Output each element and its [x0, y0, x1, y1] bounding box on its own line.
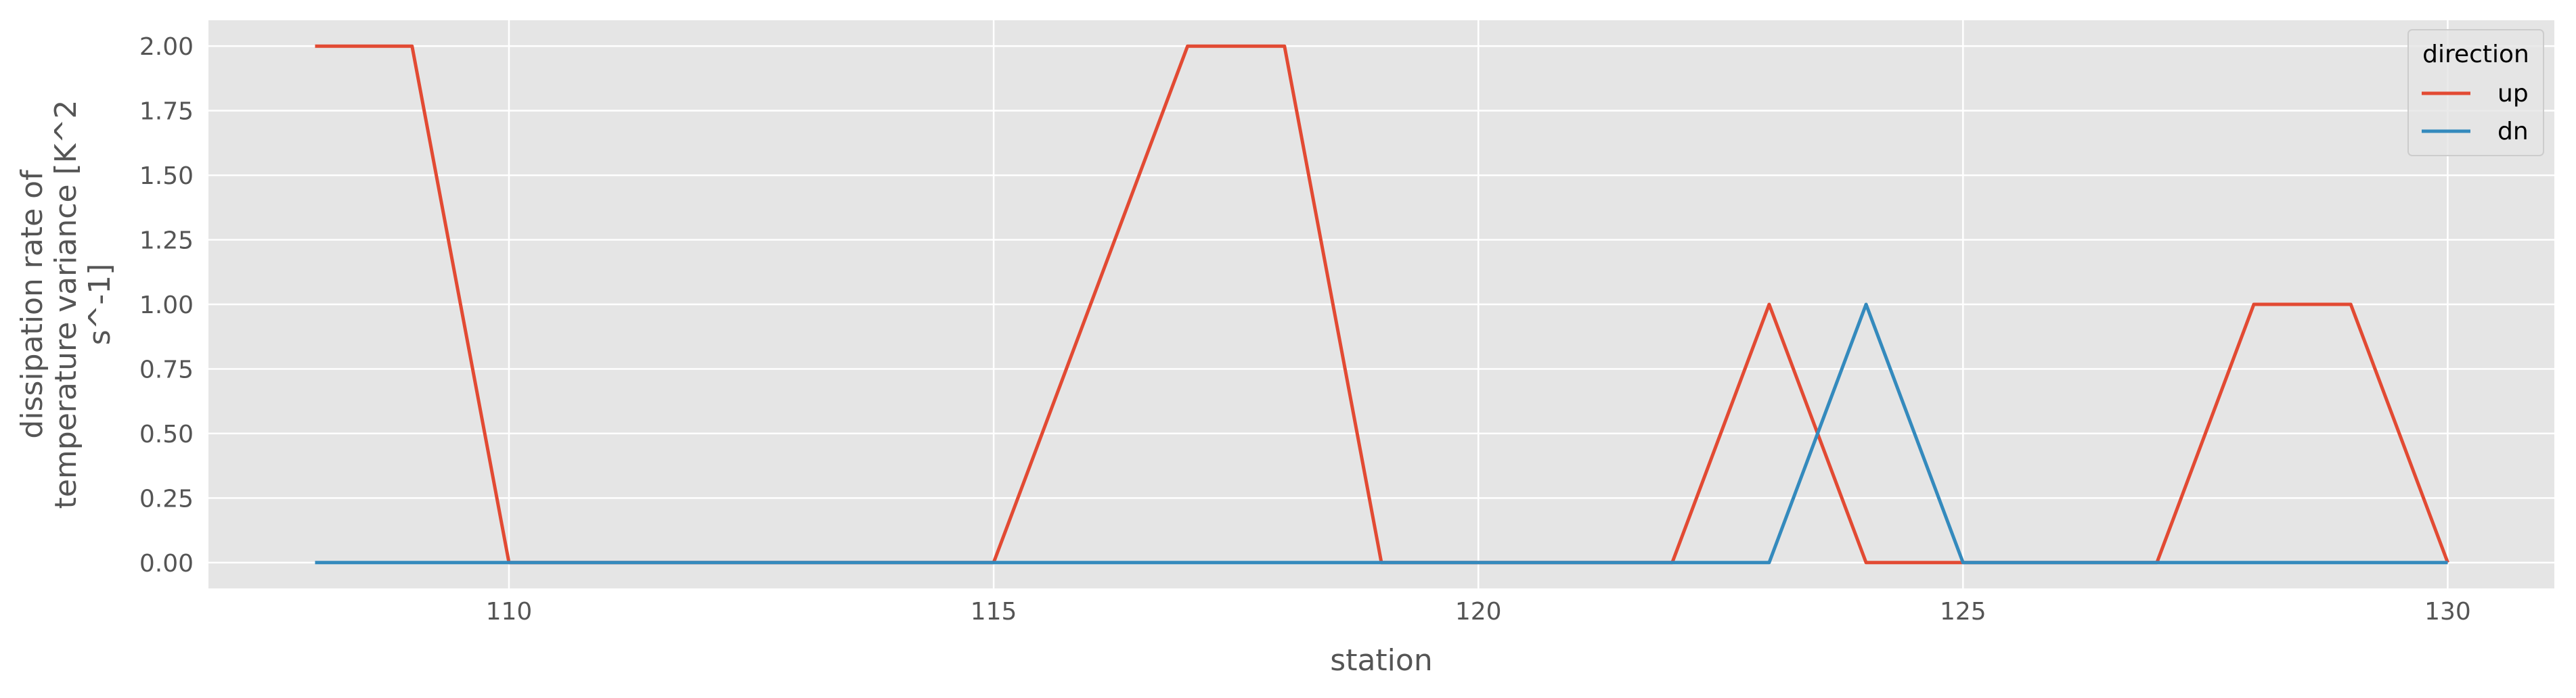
x-axis-label: station — [1330, 643, 1432, 678]
legend: direction up dn — [2407, 29, 2544, 156]
grid — [208, 20, 2554, 588]
x-tick-label: 120 — [1455, 598, 1502, 626]
y-tick-label: 1.00 — [139, 292, 194, 319]
y-axis-label-line: s^-1] — [83, 264, 117, 346]
y-axis-label-line: dissipation rate of — [15, 169, 49, 439]
legend-label-up: up — [2497, 80, 2529, 108]
y-tick-label: 0.50 — [139, 421, 194, 448]
y-tick-label: 1.25 — [139, 227, 194, 255]
y-axis-label: dissipation rate of temperature variance … — [15, 100, 117, 509]
y-tick-label: 2.00 — [139, 33, 194, 61]
series-line-dn — [315, 302, 2448, 565]
x-tick-label: 125 — [1940, 598, 1986, 626]
tick-labels: 110 115 120 125 130 0.00 0.25 0.50 0.75 1.00 1.25 1… — [139, 33, 2471, 626]
series-lines — [315, 44, 2449, 565]
y-axis-label-line: temperature variance [K^2 — [49, 100, 83, 509]
y-tick-label: 1.50 — [139, 162, 194, 190]
x-tick-label: 110 — [486, 598, 533, 626]
legend-box — [2407, 29, 2544, 156]
y-tick-label: 0.25 — [139, 485, 194, 513]
legend-title: direction — [2422, 41, 2529, 68]
y-tick-label: 1.75 — [139, 98, 194, 126]
y-tick-label: 0.00 — [139, 550, 194, 578]
legend-label-dn: dn — [2497, 118, 2529, 145]
y-tick-label: 0.75 — [139, 356, 194, 383]
x-tick-label: 115 — [971, 598, 1017, 626]
x-tick-label: 130 — [2424, 598, 2471, 626]
